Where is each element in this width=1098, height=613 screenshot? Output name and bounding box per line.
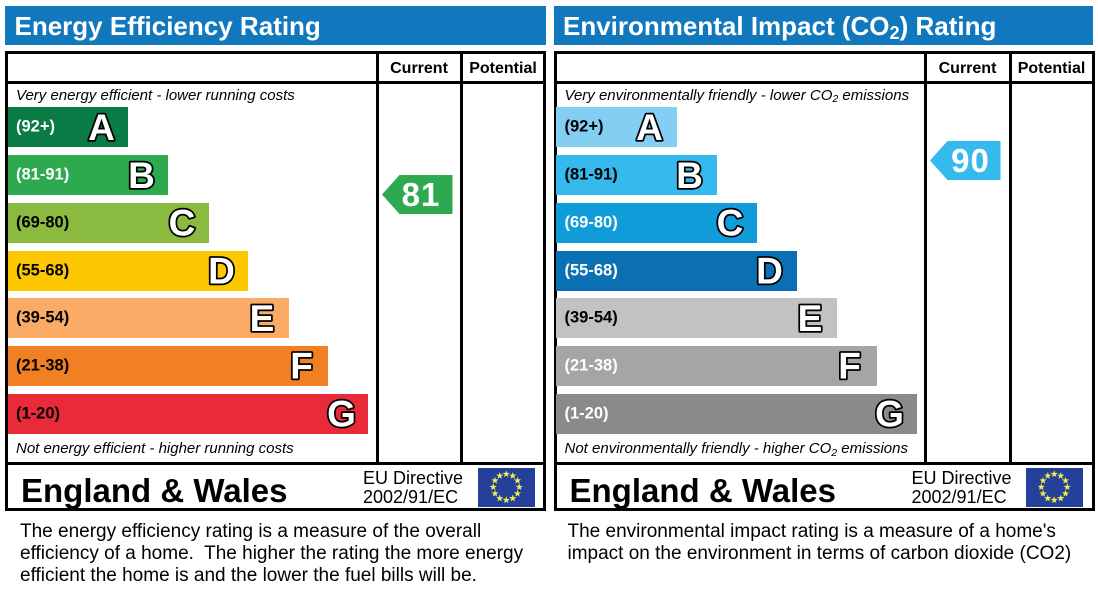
svg-text:B: B [128,155,155,196]
svg-text:B: B [676,155,703,196]
svg-text:C: C [168,203,195,244]
svg-text:F: F [838,346,861,387]
svg-text:D: D [756,251,783,292]
svg-text:C: C [717,203,744,244]
svg-text:G: G [327,394,356,435]
svg-text:D: D [208,251,235,292]
svg-text:A: A [88,108,115,149]
svg-text:E: E [249,298,274,339]
svg-text:F: F [290,346,313,387]
svg-text:G: G [875,394,904,435]
svg-text:E: E [798,298,823,339]
svg-text:A: A [636,108,663,149]
